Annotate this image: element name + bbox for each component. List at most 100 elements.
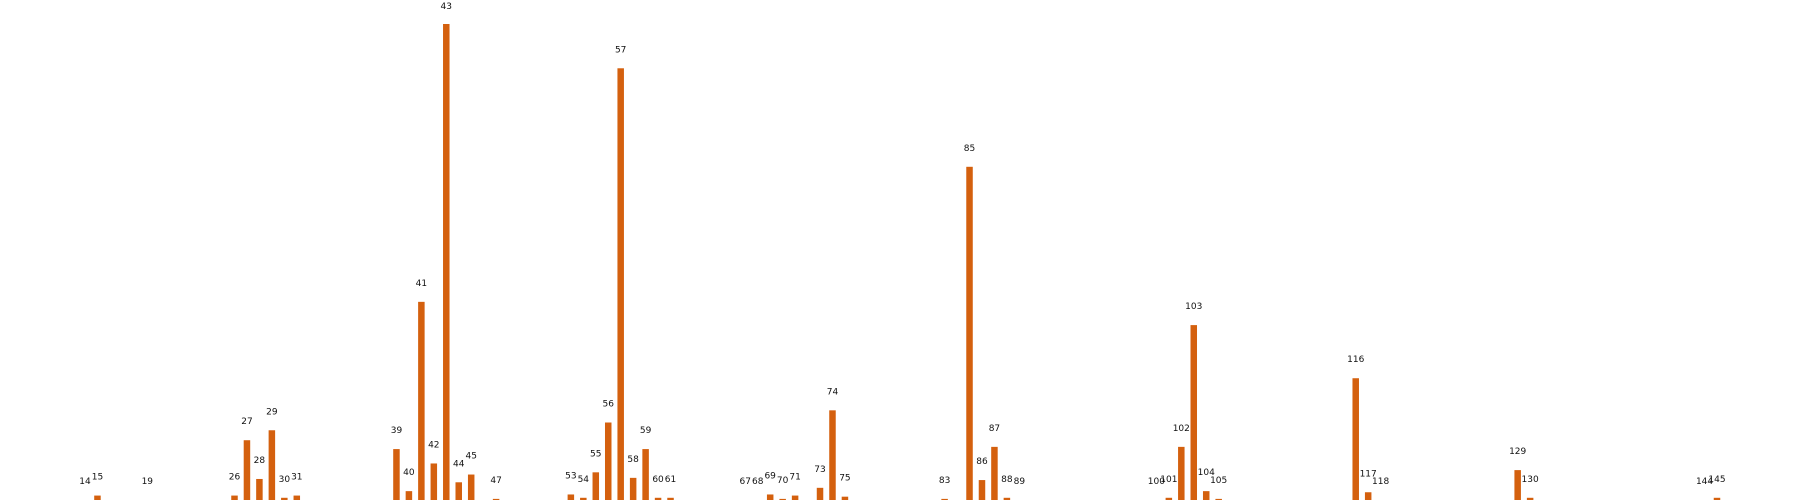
bar-61 <box>667 497 674 500</box>
bar-label-89: 89 <box>1014 477 1026 487</box>
bar-105 <box>1215 498 1222 500</box>
bar-label-57: 57 <box>615 45 626 55</box>
bar-75 <box>841 496 849 500</box>
bar-label-58: 58 <box>627 455 639 465</box>
bar-129 <box>1514 470 1521 500</box>
bar-44 <box>455 482 462 500</box>
bar-label-70: 70 <box>777 476 789 486</box>
bar-label-42: 42 <box>428 440 439 450</box>
bar-74 <box>829 410 836 500</box>
bar-41 <box>418 301 425 500</box>
bar-70 <box>779 498 786 500</box>
bar-label-19: 19 <box>142 477 154 487</box>
bar-15 <box>94 495 101 500</box>
bar-104 <box>1202 491 1210 500</box>
bar-label-40: 40 <box>403 468 415 478</box>
bar-label-68: 68 <box>752 477 764 487</box>
bar-label-85: 85 <box>964 144 975 154</box>
bar-88 <box>1003 497 1011 500</box>
bar-71 <box>791 495 799 500</box>
bar-label-31: 31 <box>291 473 302 483</box>
bar-103 <box>1190 325 1198 500</box>
bar-label-26: 26 <box>229 473 241 483</box>
bar-label-145: 145 <box>1708 475 1725 485</box>
bar-label-74: 74 <box>827 387 839 397</box>
bar-label-88: 88 <box>1001 475 1013 485</box>
bar-40 <box>405 491 413 500</box>
bar-87 <box>991 446 998 500</box>
bar-59 <box>642 449 649 500</box>
bar-69 <box>766 494 774 500</box>
bar-55 <box>592 472 600 500</box>
bar-label-75: 75 <box>839 474 850 484</box>
bar-label-54: 54 <box>578 475 590 485</box>
bar-label-60: 60 <box>652 475 664 485</box>
bar-label-105: 105 <box>1210 476 1227 486</box>
bar-label-61: 61 <box>665 475 676 485</box>
bar-label-41: 41 <box>416 279 427 289</box>
bar-label-53: 53 <box>565 471 576 481</box>
bar-label-103: 103 <box>1185 302 1202 312</box>
bar-145 <box>1713 497 1721 500</box>
bar-47 <box>492 498 500 500</box>
bar-117 <box>1364 492 1372 500</box>
bar-label-100: 100 <box>1148 477 1165 487</box>
bar-31 <box>293 495 301 500</box>
bar-label-118: 118 <box>1372 477 1389 487</box>
bar-label-67: 67 <box>740 477 751 487</box>
bar-label-55: 55 <box>590 449 601 459</box>
bar-label-30: 30 <box>279 475 291 485</box>
bar-label-104: 104 <box>1198 468 1215 478</box>
bars-group <box>94 24 1721 500</box>
bar-label-14: 14 <box>79 477 91 487</box>
bar-57 <box>617 68 624 500</box>
bar-label-86: 86 <box>976 457 988 467</box>
bar-28 <box>256 478 263 500</box>
bar-label-69: 69 <box>764 471 776 481</box>
bar-102 <box>1178 446 1185 500</box>
bar-label-59: 59 <box>640 426 652 436</box>
bar-label-28: 28 <box>254 456 266 466</box>
bar-130 <box>1526 497 1534 500</box>
bar-45 <box>467 474 475 500</box>
bar-label-83: 83 <box>939 476 950 486</box>
bar-label-101: 101 <box>1160 475 1177 485</box>
bar-26 <box>231 495 238 500</box>
bar-83 <box>941 498 948 500</box>
bar-label-73: 73 <box>814 465 825 475</box>
bar-label-29: 29 <box>266 407 278 417</box>
bar-label-43: 43 <box>441 2 452 12</box>
bar-label-71: 71 <box>789 473 800 483</box>
bar-101 <box>1165 497 1173 500</box>
bar-label-117: 117 <box>1360 469 1377 479</box>
bar-54 <box>580 497 587 500</box>
bar-58 <box>629 477 637 500</box>
bar-60 <box>654 497 662 500</box>
bar-86 <box>978 480 986 500</box>
bar-label-45: 45 <box>465 452 476 462</box>
bar-label-15: 15 <box>92 473 103 483</box>
bar-label-87: 87 <box>989 424 1000 434</box>
bar-56 <box>604 422 612 500</box>
bar-39 <box>393 449 400 500</box>
bar-label-129: 129 <box>1509 447 1526 457</box>
bar-42 <box>430 463 438 500</box>
bar-53 <box>567 494 575 500</box>
bar-116 <box>1352 378 1359 500</box>
bar-label-56: 56 <box>603 400 615 410</box>
bar-85 <box>966 166 973 500</box>
bar-label-27: 27 <box>241 417 252 427</box>
bar-label-47: 47 <box>490 476 501 486</box>
bar-43 <box>443 24 450 500</box>
bar-27 <box>243 440 251 500</box>
bar-label-144: 144 <box>1696 477 1713 487</box>
bar-29 <box>268 430 276 500</box>
bar-label-39: 39 <box>391 426 403 436</box>
bar-30 <box>281 497 288 500</box>
bar-label-130: 130 <box>1522 475 1539 485</box>
bar-label-102: 102 <box>1173 424 1190 434</box>
bar-73 <box>816 487 824 500</box>
bar-label-116: 116 <box>1347 355 1364 365</box>
